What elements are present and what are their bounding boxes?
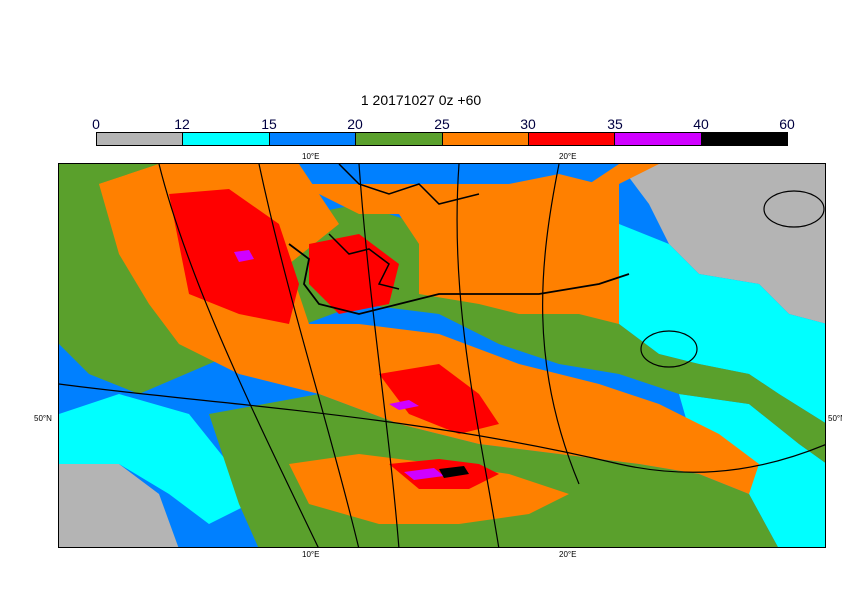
field-band-35-40 xyxy=(389,400,419,410)
isobar-line xyxy=(59,383,825,473)
map-title: 1 20171027 0z +60 xyxy=(360,92,482,108)
color-scale-segment xyxy=(183,133,270,145)
color-scale-label: 35 xyxy=(607,116,623,132)
color-scale-segment xyxy=(701,133,787,145)
lon-tick-top: 10°E xyxy=(302,152,320,161)
color-scale-label: 0 xyxy=(92,116,100,132)
color-scale-label: 30 xyxy=(520,116,536,132)
color-scale-label: 60 xyxy=(779,116,795,132)
color-scale-segment xyxy=(356,133,443,145)
field-band-25-30 xyxy=(509,174,609,304)
isobar-line xyxy=(158,164,319,547)
color-scale-segment xyxy=(97,133,184,145)
isobar-ring xyxy=(640,330,698,368)
color-scale-label: 40 xyxy=(693,116,709,132)
wind-gust-map xyxy=(58,163,826,548)
field-band-12-15 xyxy=(619,224,825,423)
field-band-30-35 xyxy=(379,364,499,434)
lat-tick-right: 50°N xyxy=(828,414,842,423)
field-band-0-12 xyxy=(59,464,179,547)
color-scale-bar xyxy=(96,132,788,146)
lon-tick-bottom: 20°E xyxy=(559,550,577,559)
color-scale-segment xyxy=(269,133,357,145)
color-scale-label: 25 xyxy=(434,116,450,132)
lon-tick-top: 20°E xyxy=(559,152,577,161)
coastline xyxy=(328,233,400,290)
isobar-line xyxy=(542,164,580,485)
color-scale-label: 12 xyxy=(174,116,190,132)
color-scale-segment xyxy=(442,133,529,145)
field-band-35-40 xyxy=(404,468,444,480)
isobar-line xyxy=(456,164,500,547)
color-scale-segment xyxy=(528,133,616,145)
field-band-12-15 xyxy=(59,394,249,524)
lon-tick-bottom: 10°E xyxy=(302,550,320,559)
map-field-svg xyxy=(59,164,825,547)
field-band-0-12 xyxy=(619,164,825,324)
isobar-line xyxy=(358,164,400,547)
field-band-35-40 xyxy=(234,250,254,262)
color-scale-label: 15 xyxy=(261,116,277,132)
lat-tick-left: 50°N xyxy=(34,414,52,423)
field-band-40-60 xyxy=(439,466,469,478)
color-scale-segment xyxy=(615,133,702,145)
color-scale-label: 20 xyxy=(347,116,363,132)
coastline xyxy=(338,164,480,205)
coastline xyxy=(288,243,630,315)
isobar-line xyxy=(258,164,360,547)
isobar-ring xyxy=(763,190,825,228)
